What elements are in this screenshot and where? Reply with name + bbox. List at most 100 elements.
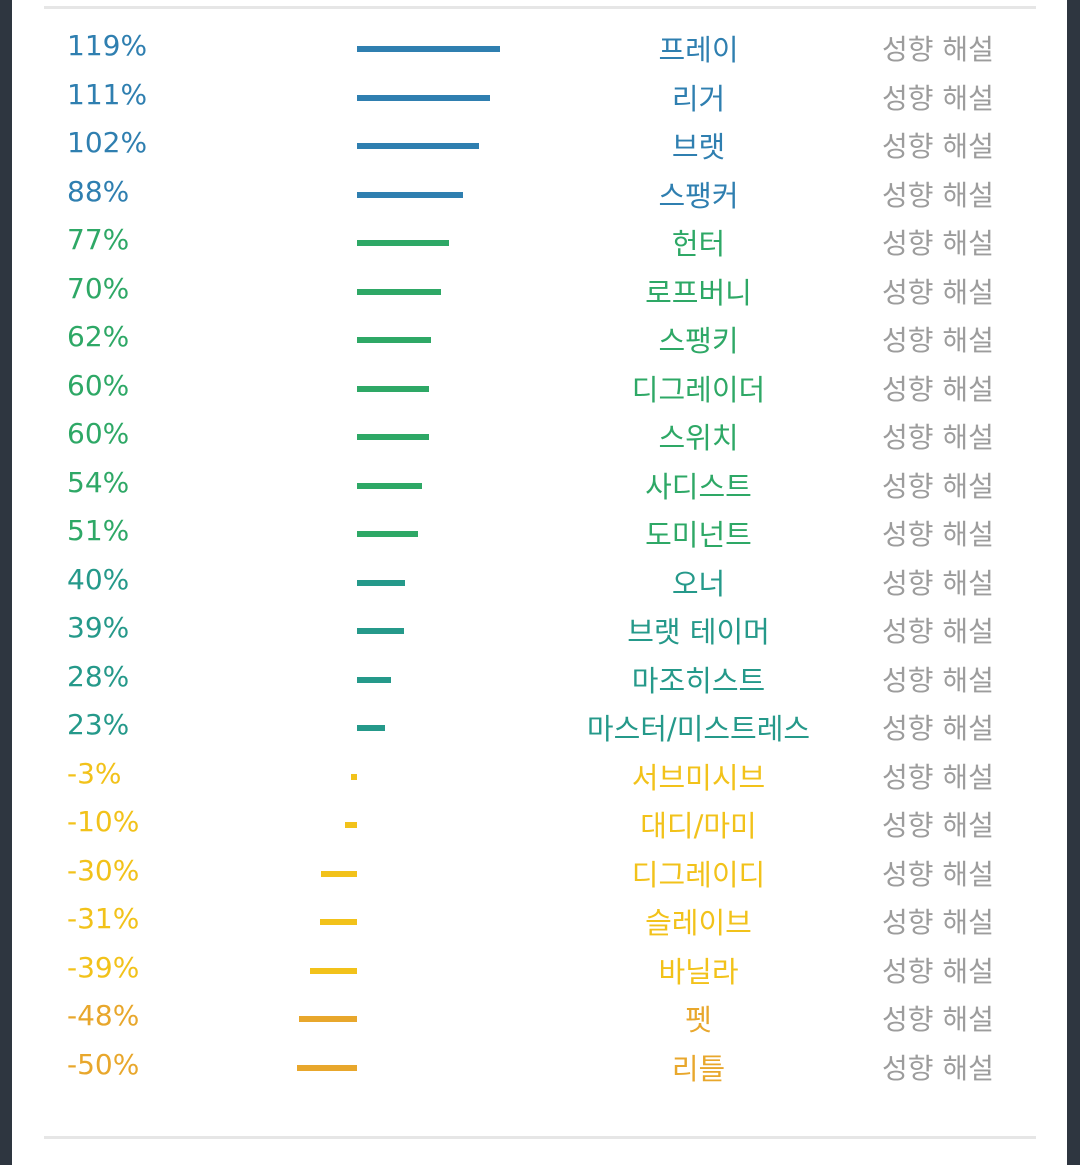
explanation-link[interactable]: 성향 해설 [882, 954, 994, 988]
bar [357, 725, 385, 731]
bar [357, 240, 450, 246]
chart-row: -48% 펫 성향 해설 [12, 996, 1067, 1044]
bar [319, 919, 357, 925]
percent-label: -3% [67, 756, 122, 790]
chart-row: 62% 스팽키 성향 해설 [12, 317, 1067, 365]
category-label: 펫 [685, 1003, 712, 1037]
explanation-link[interactable]: 성향 해설 [882, 275, 994, 309]
explanation-link[interactable]: 성향 해설 [882, 615, 994, 648]
explanation-link[interactable]: 성향 해설 [882, 81, 994, 115]
bar [357, 531, 419, 537]
category-label: 도미넌트 [645, 518, 752, 552]
bar [357, 385, 429, 392]
explanation-link[interactable]: 성향 해설 [882, 712, 994, 745]
category-label: 대디/마미 [640, 809, 757, 843]
percent-label: 60% [67, 417, 130, 450]
percent-label: -39% [67, 950, 140, 984]
explanation-link[interactable]: 성향 해설 [882, 906, 994, 939]
percent-label: 54% [67, 465, 130, 499]
bar [357, 191, 463, 198]
explanation-link[interactable]: 성향 해설 [882, 324, 994, 357]
bar [357, 676, 391, 683]
bar [357, 288, 441, 295]
explanation-link[interactable]: 성향 해설 [882, 566, 994, 600]
explanation-link[interactable]: 성향 해설 [882, 760, 994, 794]
percent-label: 102% [67, 126, 148, 159]
explanation-link[interactable]: 성향 해설 [882, 518, 994, 551]
category-label: 사디스트 [645, 469, 752, 504]
bar [297, 1064, 357, 1071]
category-label: 헌터 [671, 227, 726, 261]
bar [351, 773, 357, 780]
percent-label: 23% [67, 708, 130, 741]
bar [345, 822, 357, 828]
category-label: 마스터/미스트레스 [586, 712, 811, 746]
percent-label: 111% [67, 77, 148, 111]
percent-label: 119% [67, 29, 148, 62]
chart-row: -30% 디그레이디 성향 해설 [12, 851, 1067, 899]
explanation-link[interactable]: 성향 해설 [882, 469, 994, 503]
bar [299, 1016, 357, 1022]
category-label: 오너 [671, 566, 726, 601]
category-label: 슬레이브 [645, 906, 752, 940]
chart-row: 111% 리거 성향 해설 [12, 75, 1067, 123]
bar [357, 337, 432, 343]
chart-row: 119% 프레이 성향 해설 [12, 26, 1067, 74]
chart-row: 88% 스팽커 성향 해설 [12, 172, 1067, 220]
category-label: 브랫 [671, 130, 726, 164]
percent-label: 70% [67, 271, 130, 305]
chart-row: -39% 바닐라 성향 해설 [12, 948, 1067, 996]
bar [357, 579, 405, 586]
explanation-link[interactable]: 성향 해설 [882, 178, 994, 212]
explanation-link[interactable]: 성향 해설 [882, 33, 994, 66]
explanation-link[interactable]: 성향 해설 [882, 857, 994, 891]
bar [321, 870, 357, 877]
percent-label: -31% [67, 902, 140, 935]
percent-label: 39% [67, 611, 130, 644]
category-label: 디그레이디 [631, 857, 766, 892]
percent-label: -50% [67, 1047, 140, 1081]
explanation-link[interactable]: 성향 해설 [882, 809, 994, 842]
explanation-link[interactable]: 성향 해설 [882, 372, 994, 406]
category-label: 스위치 [658, 421, 739, 455]
percent-label: 77% [67, 223, 130, 256]
bar [357, 628, 404, 634]
percent-label: 51% [67, 514, 130, 547]
percent-label: -30% [67, 853, 140, 887]
bar [357, 434, 429, 440]
category-label: 리거 [671, 81, 726, 116]
chart-row: -50% 리틀 성향 해설 [12, 1045, 1067, 1093]
bar [357, 482, 422, 489]
explanation-link[interactable]: 성향 해설 [882, 1051, 994, 1085]
category-label: 마조히스트 [631, 663, 766, 698]
chart-row: 39% 브랫 테이머 성향 해설 [12, 608, 1067, 656]
explanation-link[interactable]: 성향 해설 [882, 227, 994, 260]
percent-label: -48% [67, 999, 140, 1032]
percent-label: 88% [67, 174, 130, 208]
percent-label: -10% [67, 805, 140, 838]
top-divider [44, 6, 1036, 9]
category-label: 스팽커 [658, 178, 739, 213]
chart-row: 102% 브랫 성향 해설 [12, 123, 1067, 171]
chart-row: 77% 헌터 성향 해설 [12, 220, 1067, 268]
chart-row: 51% 도미넌트 성향 해설 [12, 511, 1067, 559]
category-label: 브랫 테이머 [627, 615, 770, 649]
chart-row: 54% 사디스트 성향 해설 [12, 463, 1067, 511]
explanation-link[interactable]: 성향 해설 [882, 663, 994, 697]
chart-row: 60% 디그레이더 성향 해설 [12, 366, 1067, 414]
chart-row: 40% 오너 성향 해설 [12, 560, 1067, 608]
chart-row: -10% 대디/마미 성향 해설 [12, 802, 1067, 850]
bar [357, 46, 500, 52]
bottom-divider [44, 1136, 1036, 1139]
category-label: 서브미시브 [631, 760, 766, 795]
explanation-link[interactable]: 성향 해설 [882, 1003, 994, 1036]
chart-row: 28% 마조히스트 성향 해설 [12, 657, 1067, 705]
chart-row: 70% 로프버니 성향 해설 [12, 269, 1067, 317]
explanation-link[interactable]: 성향 해설 [882, 421, 994, 454]
chart-row: 60% 스위치 성향 해설 [12, 414, 1067, 462]
percent-label: 60% [67, 368, 130, 402]
bar [357, 143, 480, 149]
chart-row: -31% 슬레이브 성향 해설 [12, 899, 1067, 947]
explanation-link[interactable]: 성향 해설 [882, 130, 994, 163]
category-label: 스팽키 [658, 324, 739, 358]
